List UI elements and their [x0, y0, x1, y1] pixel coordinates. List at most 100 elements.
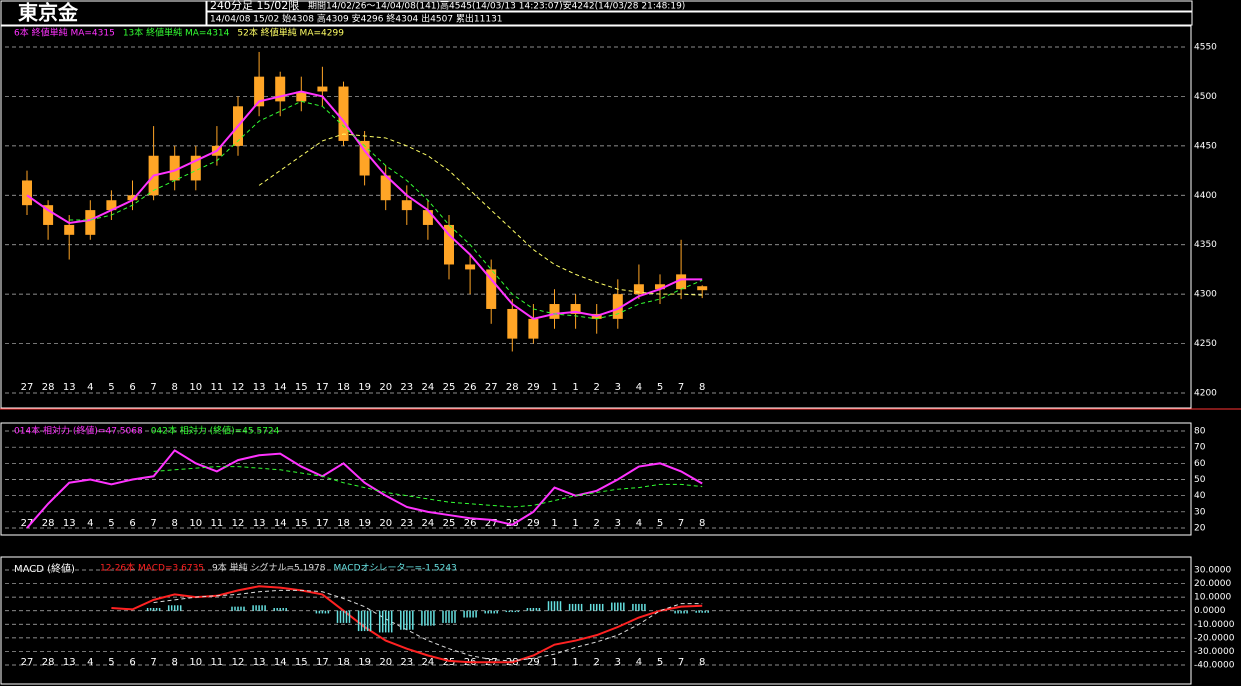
y-tick-label: 10.0000: [1194, 593, 1231, 603]
y-tick-label: 4350: [1194, 240, 1217, 250]
panel-title: MACD (終値): [14, 562, 75, 575]
x-tick-label: 20: [379, 657, 392, 668]
x-tick-label: 28: [42, 382, 55, 393]
x-tick-label: 8: [699, 657, 705, 668]
x-tick-label: 11: [211, 657, 224, 668]
info-line: 期間14/02/26～14/04/08(141)高4545(14/03/13 1…: [308, 0, 685, 12]
series-line: [153, 466, 703, 508]
x-tick-label: 27: [21, 657, 34, 668]
x-tick-label: 24: [422, 382, 435, 393]
y-tick-label: 30.0000: [1194, 566, 1231, 576]
x-tick-label: 10: [189, 518, 202, 529]
x-tick-label: 5: [657, 518, 663, 529]
y-tick-label: 4300: [1194, 290, 1217, 300]
y-tick-label: -40.0000: [1194, 661, 1235, 671]
x-tick-label: 12: [232, 382, 245, 393]
x-tick-label: 15: [295, 657, 308, 668]
y-tick-label: 0.0000: [1194, 606, 1226, 616]
x-tick-label: 4: [87, 518, 93, 529]
legend-entry: 042本 相対力 (終値)=45.5724: [151, 425, 280, 437]
x-tick-label: 7: [678, 382, 684, 393]
x-tick-label: 12: [232, 518, 245, 529]
candle-body: [64, 224, 75, 235]
x-tick-label: 5: [657, 657, 663, 668]
x-tick-label: 7: [150, 657, 156, 668]
candle-body: [422, 210, 433, 225]
chart-title: 東京金: [18, 1, 79, 25]
x-tick-label: 14: [274, 518, 287, 529]
subtitle: 240分足 15/02限: [210, 0, 299, 12]
x-tick-label: 6: [129, 518, 135, 529]
x-tick-label: 20: [379, 518, 392, 529]
x-tick-label: 1: [572, 518, 578, 529]
x-tick-label: 2: [594, 657, 600, 668]
x-tick-label: 8: [172, 382, 178, 393]
x-tick-label: 29: [527, 382, 540, 393]
candle-body: [43, 205, 54, 225]
x-tick-label: 23: [400, 382, 413, 393]
x-tick-label: 17: [316, 657, 329, 668]
candle-body: [697, 286, 708, 291]
x-tick-label: 8: [699, 382, 705, 393]
x-tick-label: 28: [506, 518, 519, 529]
x-tick-label: 5: [108, 382, 114, 393]
legend-entry: MACDオシレーター=-1.5243: [334, 563, 457, 574]
x-tick-label: 5: [657, 382, 663, 393]
x-tick-label: 1: [551, 518, 557, 529]
candle-body: [633, 284, 644, 295]
x-tick-label: 12: [232, 657, 245, 668]
series-line: [26, 90, 703, 320]
candle-body: [338, 86, 349, 141]
x-tick-label: 6: [129, 382, 135, 393]
x-tick-label: 18: [337, 518, 350, 529]
x-tick-label: 27: [21, 518, 34, 529]
x-tick-label: 8: [172, 657, 178, 668]
candle-body: [380, 175, 391, 201]
macd-panel: [0, 556, 1192, 685]
candle-body: [317, 86, 328, 92]
info-box: [206, 11, 1193, 26]
series-line: [69, 100, 703, 320]
y-tick-label: 80: [1194, 427, 1206, 437]
x-tick-label: 13: [253, 657, 266, 668]
candle-body: [549, 304, 560, 319]
x-tick-label: 18: [337, 657, 350, 668]
candle-body: [612, 294, 623, 319]
x-tick-label: 23: [400, 657, 413, 668]
legend-entry: 6本 終値単純 MA=4315: [14, 27, 115, 39]
x-tick-label: 13: [63, 518, 76, 529]
series-line: [153, 589, 703, 662]
x-tick-label: 25: [443, 382, 456, 393]
x-tick-label: 17: [316, 382, 329, 393]
y-tick-label: 70: [1194, 443, 1206, 453]
x-tick-label: 8: [172, 518, 178, 529]
candle-body: [444, 224, 454, 265]
x-tick-label: 27: [485, 518, 498, 529]
y-tick-label: -20.0000: [1194, 633, 1235, 643]
candle-body: [169, 155, 180, 181]
x-tick-label: 5: [108, 657, 114, 668]
x-tick-label: 23: [400, 518, 413, 529]
candle-body: [486, 269, 497, 309]
x-tick-label: 15: [295, 518, 308, 529]
x-tick-label: 19: [358, 382, 371, 393]
x-tick-label: 28: [42, 518, 55, 529]
x-tick-label: 5: [108, 518, 114, 529]
x-tick-label: 18: [337, 382, 350, 393]
candle-body: [106, 200, 117, 211]
x-tick-label: 13: [253, 518, 266, 529]
y-tick-label: 4550: [1194, 43, 1217, 53]
x-tick-label: 10: [189, 382, 202, 393]
x-tick-label: 19: [358, 657, 371, 668]
y-tick-label: 40: [1194, 491, 1206, 501]
y-tick-label: 30: [1194, 507, 1206, 517]
x-tick-label: 11: [211, 518, 224, 529]
legend-entry: 13本 終値単純 MA=4314: [123, 27, 230, 39]
y-tick-label: -30.0000: [1194, 647, 1235, 657]
y-tick-label: 4250: [1194, 339, 1217, 349]
main-panel: [0, 25, 1192, 409]
x-tick-label: 7: [678, 518, 684, 529]
y-tick-label: 20.0000: [1194, 579, 1231, 589]
y-tick-label: 60: [1194, 459, 1206, 469]
x-tick-label: 27: [485, 382, 498, 393]
